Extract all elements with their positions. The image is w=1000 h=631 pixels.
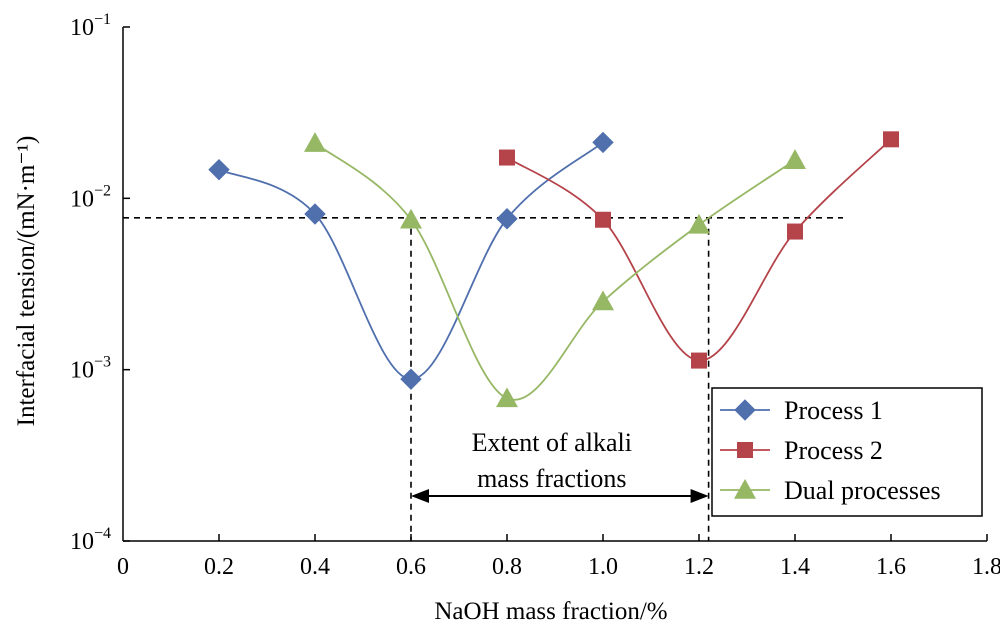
data-point-series-3 [400,208,422,229]
legend-swatch-marker [737,442,753,458]
data-point-series-1 [592,131,614,154]
y-axis-label: Interfacial tension/(mN·m⁻¹) [13,136,40,427]
x-tick-label: 0.4 [300,554,330,580]
data-point-series-1 [304,203,326,225]
x-tick-label: 1.6 [876,554,906,580]
axes: 0 0.2 0.4 0.6 0.8 1.0 1.2 1.4 1.6 1.8 10−4 10−3 10−2… [70,11,1000,580]
series-line-2 [506,138,892,362]
legend-label: Process 1 [784,396,883,425]
x-tick-label: 0.6 [396,554,426,580]
x-tick-label: 1.2 [684,554,714,580]
y-tick-label: 10−3 [70,354,111,384]
x-tick-label: 0 [117,554,129,580]
y-tick-label: 10−2 [70,182,111,212]
annotation-text: Extent of alkali [472,428,632,457]
data-point-series-2 [691,352,707,369]
legend-label: Process 2 [784,436,883,465]
x-tick-label: 0.2 [204,554,234,580]
legend-label: Dual processes [784,476,941,505]
series-group [208,131,899,408]
data-point-series-2 [883,131,899,148]
x-axis-label: NaOH mass fraction/% [434,598,667,625]
annotation-text: mass fractions [477,464,626,493]
y-tick-label: 10−1 [70,11,111,41]
data-point-series-3 [496,387,518,408]
series-line-3 [314,142,796,401]
x-tick-label: 0.8 [492,554,522,580]
data-point-series-1 [400,368,422,390]
data-point-series-1 [208,158,230,181]
legend-swatch-marker [734,479,756,499]
data-point-series-3 [304,132,326,152]
legend: Process 1 Process 2 Dual processes [711,387,983,517]
legend-swatch-marker [734,399,756,421]
x-tick-label: 1.4 [780,554,810,580]
data-point-series-3 [784,149,806,169]
range-arrowhead-left [411,489,429,503]
data-point-series-1 [496,208,518,230]
annotation-group: Extent of alkali mass fractions [411,428,709,503]
data-point-series-3 [688,213,710,234]
data-point-series-2 [499,149,515,166]
data-point-series-2 [787,223,803,240]
guide-lines [123,216,843,541]
data-point-series-2 [595,211,611,228]
range-arrowhead-right [690,489,709,503]
data-point-series-3 [592,290,614,311]
x-tick-label: 1.8 [972,554,1000,580]
y-tick-label: 10−4 [70,525,111,555]
x-tick-label: 1.0 [588,554,618,580]
